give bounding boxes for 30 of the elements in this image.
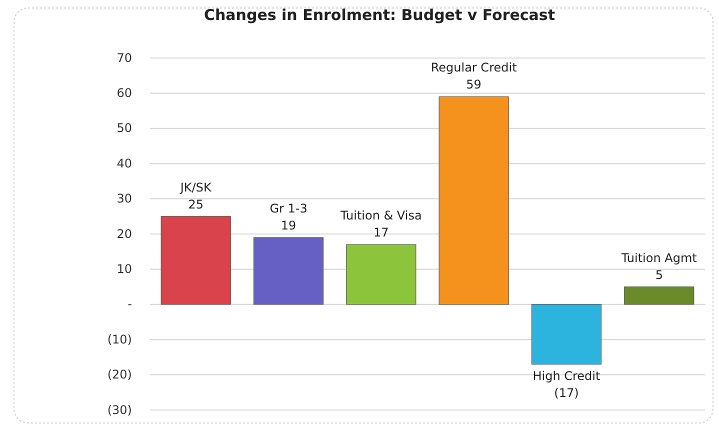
chart-title: Changes in Enrolment: Budget v Forecast (204, 6, 556, 24)
y-tick-label: 10 (116, 262, 132, 276)
y-tick-label: (10) (107, 332, 132, 346)
y-tick-label: 60 (116, 86, 132, 100)
data-label: 59 (466, 78, 482, 92)
x-tick-label: Gr 1-3 (270, 202, 308, 216)
bar (160, 216, 231, 305)
data-label: 5 (655, 268, 663, 282)
y-tick-label: 30 (116, 192, 132, 206)
data-label: (17) (554, 386, 579, 400)
data-label: 25 (188, 197, 204, 212)
y-tick-label: (30) (107, 402, 132, 417)
bar (531, 304, 602, 365)
y-tick-label: - (128, 297, 132, 312)
x-tick-label: JK/SK (179, 180, 212, 194)
x-tick-label: Regular Credit (430, 60, 518, 75)
y-tick-label: (20) (107, 368, 132, 382)
data-label: 17 (374, 226, 389, 240)
data-label: 19 (280, 218, 296, 233)
x-tick-label: Tuition & Visa (340, 208, 422, 223)
bar (253, 237, 324, 305)
y-tick-label: 50 (116, 121, 132, 136)
bar (346, 244, 416, 305)
y-tick-label: 70 (116, 50, 132, 65)
y-tick-label: 20 (116, 226, 132, 241)
x-tick-label: Tuition Agmt (620, 250, 698, 265)
x-tick-label: High Credit (532, 369, 601, 384)
bar (438, 96, 509, 305)
y-tick-label: 40 (116, 156, 132, 170)
bar (624, 286, 694, 305)
